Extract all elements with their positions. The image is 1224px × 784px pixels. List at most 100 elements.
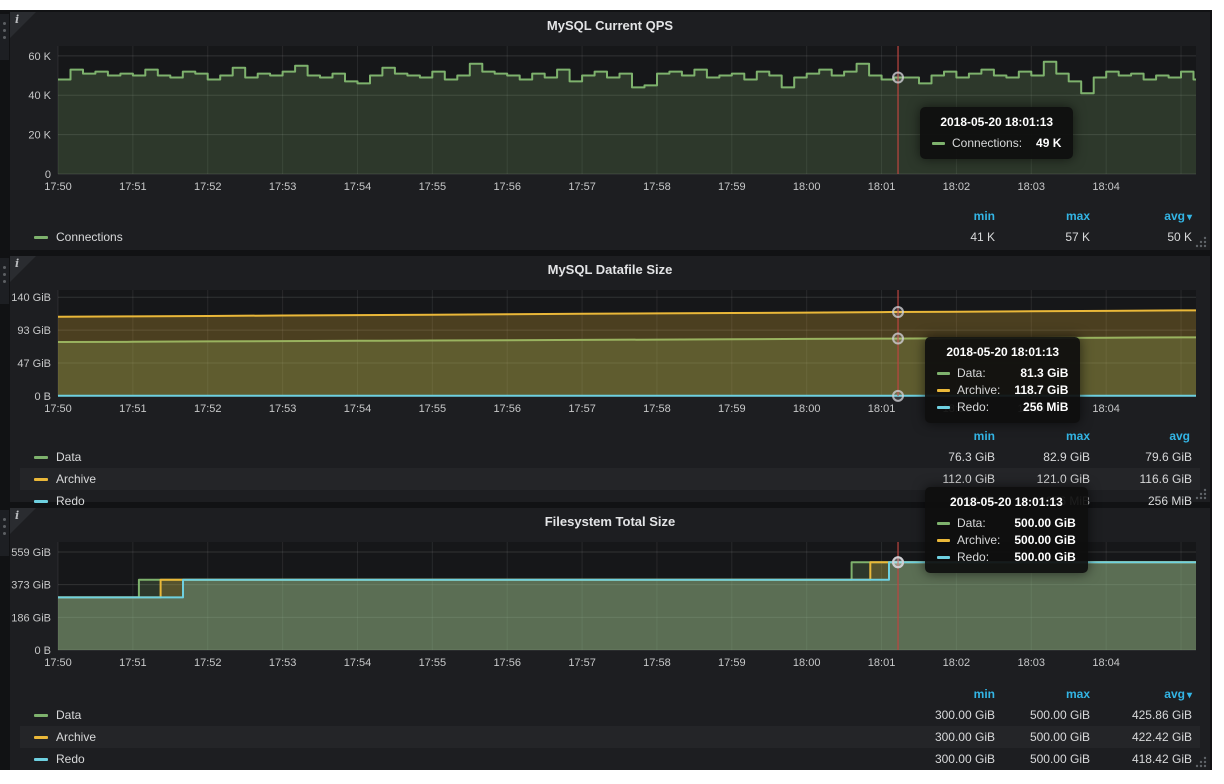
legend-series-label: Redo: [56, 494, 85, 508]
svg-text:17:50: 17:50: [44, 181, 72, 193]
legend-header: min max avg: [20, 426, 1200, 446]
panel-resize-handle[interactable]: [1194, 235, 1208, 249]
panel-resize-handle[interactable]: [1194, 487, 1208, 501]
legend-series-label: Data: [56, 450, 82, 464]
svg-text:18:03: 18:03: [1018, 181, 1046, 193]
legend-sort-max[interactable]: max: [1065, 209, 1090, 223]
legend-avg-value: 418.42 GiB: [1131, 752, 1192, 766]
svg-text:17:54: 17:54: [344, 181, 372, 193]
tooltip-series-name: Archive:: [957, 533, 1001, 547]
svg-text:18:01: 18:01: [868, 181, 896, 193]
panel-title[interactable]: MySQL Datafile Size: [547, 262, 673, 277]
series-color-dash-icon: [34, 477, 48, 481]
legend-sort-min[interactable]: min: [973, 209, 995, 223]
datafile-size-chart[interactable]: 0 B 47 GiB 93 GiB 140 GiB 17:50 17:51 17:52 17:…: [10, 256, 1210, 502]
svg-text:17:59: 17:59: [718, 403, 746, 415]
tooltip-series-dash-icon: [932, 141, 945, 145]
svg-text:17:55: 17:55: [419, 181, 447, 193]
tooltip-series-value: 118.7 GiB: [1014, 383, 1069, 397]
tooltip-series-value: 500.00 GiB: [1014, 516, 1076, 530]
svg-text:17:57: 17:57: [568, 181, 596, 193]
tooltip-series-value: 500.00 GiB: [1014, 533, 1076, 547]
svg-text:18:01: 18:01: [868, 403, 896, 415]
legend-sort-min[interactable]: min: [973, 429, 995, 443]
svg-text:18:02: 18:02: [943, 657, 971, 669]
legend-row: Connections 41 K 57 K 50 K: [20, 226, 1200, 248]
svg-text:17:58: 17:58: [643, 181, 671, 193]
panel-title[interactable]: Filesystem Total Size: [544, 514, 676, 529]
tooltip-series-name: Redo:: [957, 550, 990, 564]
legend-sort-max[interactable]: max: [1065, 429, 1090, 443]
panel-title[interactable]: MySQL Current QPS: [546, 18, 674, 33]
legend-row: Archive 300.00 GiB 500.00 GiB 422.42 GiB: [20, 726, 1200, 748]
legend-series-data[interactable]: Data: [20, 708, 900, 722]
legend-series-data[interactable]: Data: [20, 450, 900, 464]
svg-text:17:59: 17:59: [718, 657, 746, 669]
legend-avg-value: 116.6 GiB: [1139, 472, 1192, 486]
tooltip-series-name: Data:: [957, 366, 986, 380]
panel-filesystem-total-size: i Filesystem Total Size 0 B 186 GiB 373 Gi…: [10, 508, 1210, 770]
drag-dots-icon: [3, 22, 6, 25]
tooltip-series-name: Data:: [957, 516, 986, 530]
svg-text:93 GiB: 93 GiB: [17, 325, 51, 337]
tooltip-series-value: 49 K: [1036, 136, 1062, 150]
legend-avg-value: 50 K: [1167, 230, 1192, 244]
series-color-dash-icon: [34, 713, 48, 717]
legend-sort-avg[interactable]: avg ▾: [1164, 209, 1192, 223]
legend-header: min max avg ▾: [20, 206, 1200, 226]
legend: min max avg ▾ Connections 41 K 57 K 50 K: [20, 206, 1200, 248]
row-drag-handle[interactable]: [0, 14, 9, 60]
svg-text:17:55: 17:55: [419, 657, 447, 669]
svg-text:17:54: 17:54: [344, 657, 372, 669]
legend-max-value: 500.00 GiB: [1029, 730, 1090, 744]
series-color-dash-icon: [34, 455, 48, 459]
svg-text:17:59: 17:59: [718, 181, 746, 193]
legend-min-value: 41 K: [970, 230, 995, 244]
legend-row: Data 76.3 GiB 82.9 GiB 79.6 GiB: [20, 446, 1200, 468]
sort-caret-icon: ▾: [1186, 690, 1192, 701]
legend-sort-avg[interactable]: avg: [1169, 429, 1190, 443]
svg-text:17:58: 17:58: [643, 657, 671, 669]
grafana-dashboard: i MySQL Current QPS 0 20 K 40 K 60 K 17:50 17…: [0, 10, 1212, 770]
svg-text:140 GiB: 140 GiB: [11, 292, 51, 304]
svg-text:18:03: 18:03: [1018, 657, 1046, 669]
row-drag-handle[interactable]: [0, 258, 9, 304]
svg-text:17:57: 17:57: [568, 657, 596, 669]
svg-text:18:00: 18:00: [793, 657, 821, 669]
svg-text:17:56: 17:56: [493, 657, 521, 669]
legend-series-label: Archive: [56, 472, 97, 486]
tooltip-series-dash-icon: [937, 371, 950, 375]
legend-row: Data 300.00 GiB 500.00 GiB 425.86 GiB: [20, 704, 1200, 726]
legend-series-archive[interactable]: Archive: [20, 472, 900, 486]
svg-text:17:52: 17:52: [194, 403, 222, 415]
legend-series-label: Data: [56, 708, 82, 722]
legend-series-redo[interactable]: Redo: [20, 494, 900, 508]
svg-text:17:51: 17:51: [119, 403, 147, 415]
panel-resize-handle[interactable]: [1194, 755, 1208, 769]
svg-text:20 K: 20 K: [28, 130, 51, 142]
legend-sort-max[interactable]: max: [1065, 687, 1090, 701]
tooltip-series-dash-icon: [937, 521, 950, 525]
filesystem-size-chart[interactable]: 0 B 186 GiB 373 GiB 559 GiB 17:50 17:51 17:52 1…: [10, 508, 1210, 770]
svg-text:17:53: 17:53: [269, 657, 297, 669]
legend-min-value: 300.00 GiB: [934, 752, 995, 766]
legend-series-connections[interactable]: Connections: [20, 230, 900, 244]
legend-series-archive[interactable]: Archive: [20, 730, 900, 744]
legend-sort-avg[interactable]: avg ▾: [1164, 687, 1192, 701]
legend-series-redo[interactable]: Redo: [20, 752, 900, 766]
svg-text:17:53: 17:53: [269, 181, 297, 193]
legend-min-value: 112.0 GiB: [942, 472, 995, 486]
series-color-dash-icon: [34, 757, 48, 761]
svg-text:17:54: 17:54: [344, 403, 372, 415]
svg-text:18:00: 18:00: [793, 403, 821, 415]
legend-sort-min[interactable]: min: [973, 687, 995, 701]
svg-text:17:52: 17:52: [194, 181, 222, 193]
svg-text:0 B: 0 B: [34, 391, 51, 403]
tooltip-series-value: 81.3 GiB: [1020, 366, 1069, 380]
svg-text:47 GiB: 47 GiB: [17, 358, 51, 370]
legend-series-label: Archive: [56, 730, 97, 744]
resize-grip-icon: [1195, 756, 1207, 768]
tooltip-series-name: Connections:: [952, 136, 1023, 150]
svg-text:17:51: 17:51: [119, 657, 147, 669]
row-drag-handle[interactable]: [0, 510, 9, 556]
